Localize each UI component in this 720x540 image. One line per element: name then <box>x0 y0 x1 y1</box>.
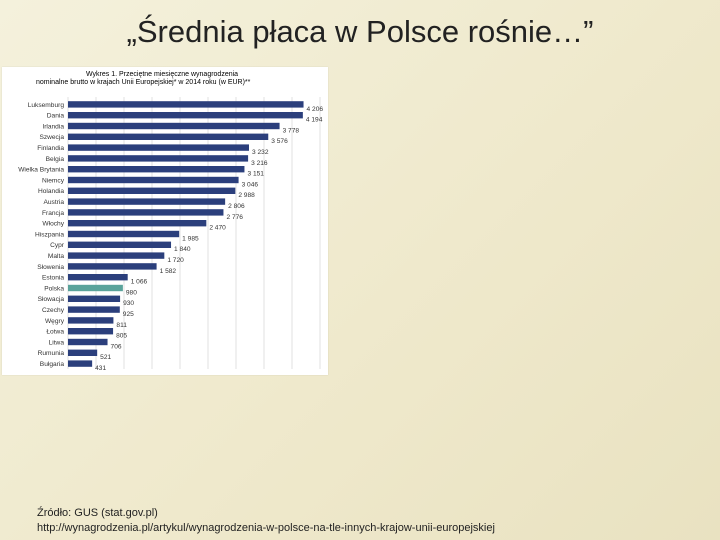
value-label: 3 046 <box>242 181 259 188</box>
bar-8 <box>68 187 236 194</box>
value-label: 3 778 <box>283 127 300 134</box>
category-label: Rumunia <box>38 350 65 357</box>
value-label: 1 840 <box>174 246 191 253</box>
category-label: Malta <box>48 253 64 260</box>
chart-gridlines <box>67 97 321 369</box>
value-label: 1 582 <box>160 268 177 275</box>
bar-5 <box>68 155 249 162</box>
value-label: 706 <box>111 343 122 350</box>
value-label: 3 151 <box>247 171 264 178</box>
value-label: 811 <box>116 322 127 329</box>
value-label: 521 <box>100 354 111 361</box>
category-label: Belgia <box>46 156 65 163</box>
value-label: 3 576 <box>271 138 288 145</box>
category-label: Słowacja <box>38 296 65 303</box>
source-url[interactable]: http://wynagrodzenia.pl/artykul/wynagrod… <box>37 522 495 534</box>
category-label: Irlandia <box>42 123 64 130</box>
value-label: 1 066 <box>131 279 148 286</box>
bar-24 <box>68 360 93 367</box>
category-label: Francja <box>42 210 64 217</box>
bar-18 <box>68 295 121 302</box>
bar-10 <box>68 209 224 216</box>
bar-22 <box>68 338 108 346</box>
value-label: 1 985 <box>182 235 199 242</box>
category-label: Holandia <box>38 188 64 195</box>
category-label: Austria <box>43 199 64 206</box>
value-label: 3 216 <box>251 160 268 167</box>
bar-13 <box>68 241 172 248</box>
category-label: Słowenia <box>37 264 64 271</box>
slide-title: „Średnia płaca w Polsce rośnie…” <box>126 14 594 49</box>
category-label: Niemcy <box>42 177 65 184</box>
bar-19 <box>68 306 120 313</box>
chart-svg: Wykres 1. Przeciętne miesięczne wynagrod… <box>18 71 323 372</box>
bar-2 <box>68 122 280 130</box>
category-label: Polska <box>44 285 64 292</box>
category-label: Litwa <box>49 339 65 346</box>
category-label: Hiszpania <box>35 231 64 238</box>
category-label: Czechy <box>42 307 65 314</box>
category-label: Włochy <box>42 221 64 228</box>
value-label: 930 <box>123 300 134 307</box>
category-label: Dania <box>47 113 65 120</box>
category-label: Estonia <box>42 275 64 282</box>
value-label: 4 194 <box>306 117 323 124</box>
bar-9 <box>68 198 226 205</box>
source-note: Źródło: GUS (stat.gov.pl) http://wynagro… <box>37 506 495 536</box>
bar-0 <box>68 101 304 108</box>
value-label: 3 232 <box>252 149 269 156</box>
value-label: 1 720 <box>167 257 184 264</box>
bar-14 <box>68 252 165 259</box>
category-label: Łotwa <box>46 329 64 336</box>
value-label: 2 806 <box>228 203 245 210</box>
bar-11 <box>68 220 207 227</box>
bar-4 <box>68 144 249 151</box>
chart-title-line-2: nominalne brutto w krajach Unii Europejs… <box>36 79 251 86</box>
category-label: Węgry <box>45 318 65 325</box>
chart-category-labels: Luksemburg Dania Irlandia Szwecja Finlandia B… <box>18 102 65 368</box>
chart-title-line-1: Wykres 1. Przeciętne miesięczne wynagrod… <box>86 71 238 78</box>
value-label: 2 776 <box>226 214 243 221</box>
bar-15 <box>68 263 157 270</box>
bar-3 <box>68 133 269 140</box>
bar-chart: Wykres 1. Przeciętne miesięczne wynagrod… <box>2 67 328 375</box>
value-label: 925 <box>123 311 134 318</box>
category-label: Bułgaria <box>40 361 65 368</box>
chart-bars <box>68 101 304 367</box>
bar-17 <box>68 284 123 292</box>
value-label: 4 206 <box>307 106 324 113</box>
bar-23 <box>68 349 98 356</box>
category-label: Wielka Brytania <box>18 167 64 174</box>
bar-12 <box>68 230 180 238</box>
category-label: Cypr <box>50 242 65 249</box>
bar-16 <box>68 274 128 281</box>
bar-6 <box>68 166 245 173</box>
category-label: Finlandia <box>37 145 64 152</box>
value-label: 431 <box>95 365 106 372</box>
source-label: Źródło: GUS (stat.gov.pl) <box>37 507 158 519</box>
bar-7 <box>68 176 239 184</box>
bar-1 <box>68 112 303 119</box>
bar-21 <box>68 328 114 335</box>
category-label: Luksemburg <box>28 102 65 109</box>
value-label: 805 <box>116 333 127 340</box>
value-label: 2 988 <box>238 192 255 199</box>
value-label: 2 470 <box>209 225 226 232</box>
value-label: 980 <box>126 289 137 296</box>
category-label: Szwecja <box>39 134 64 141</box>
bar-20 <box>68 317 114 324</box>
